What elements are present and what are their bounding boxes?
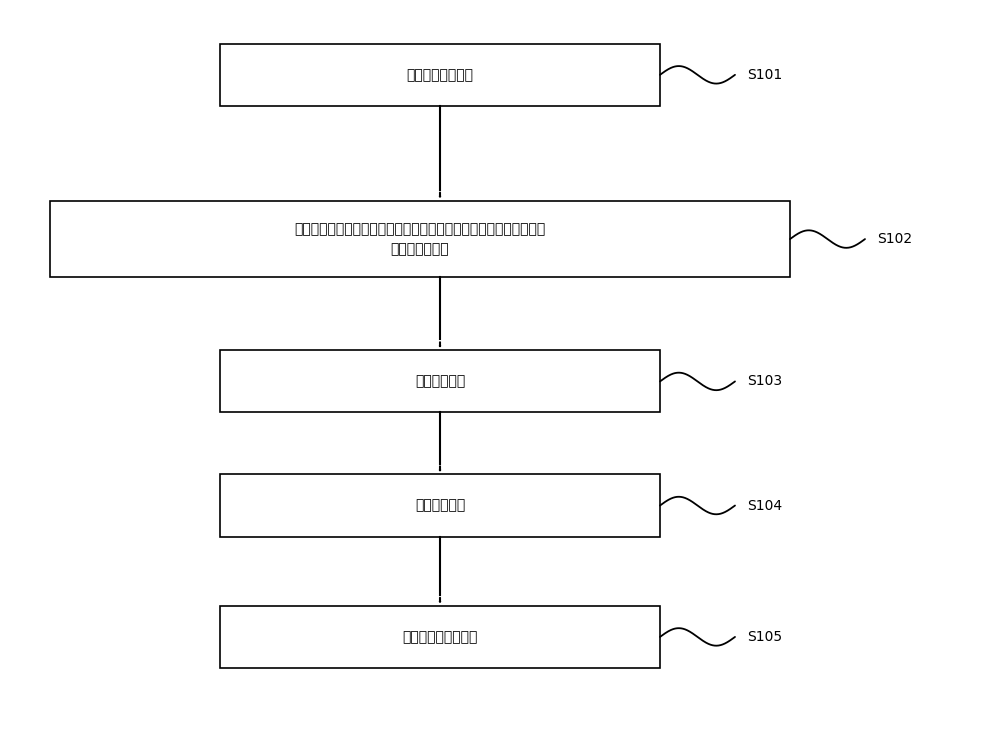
- Text: S104: S104: [747, 499, 782, 512]
- Text: 伪随机自测试: 伪随机自测试: [415, 374, 465, 388]
- Bar: [220, 350, 660, 412]
- Text: 确定性测试向量补种: 确定性测试向量补种: [402, 630, 478, 644]
- Text: S103: S103: [747, 374, 782, 388]
- Bar: [220, 44, 660, 106]
- Bar: [220, 606, 660, 668]
- Text: 建立扫描森林结构: 建立扫描森林结构: [406, 68, 474, 82]
- Text: 能信号选择权値: 能信号选择权値: [391, 242, 449, 256]
- Text: S105: S105: [747, 630, 782, 644]
- Text: 确定性自测试: 确定性自测试: [415, 499, 465, 512]
- Bar: [220, 474, 660, 537]
- Text: S101: S101: [747, 68, 782, 82]
- Bar: [50, 201, 790, 277]
- Text: 通过门逻辑控制对所有扫描链简化生成简化电路，为扫描链的测试使: 通过门逻辑控制对所有扫描链简化生成简化电路，为扫描链的测试使: [294, 222, 546, 236]
- Text: S102: S102: [877, 232, 912, 246]
